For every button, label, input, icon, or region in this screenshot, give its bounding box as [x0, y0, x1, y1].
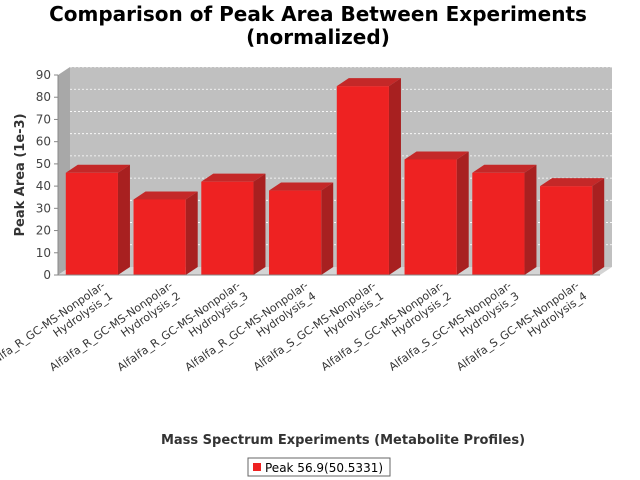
bar-side — [117, 164, 130, 275]
bar-front — [336, 86, 389, 275]
bar — [269, 182, 334, 275]
bar — [133, 191, 198, 275]
y-tick-label: 10 — [36, 246, 51, 260]
bar-top — [472, 164, 537, 173]
bar-front — [65, 172, 118, 275]
y-tick-label: 90 — [36, 68, 51, 82]
bar — [65, 164, 130, 275]
legend: Peak 56.9(50.5331) — [247, 457, 391, 477]
chart-title-line-2: (normalized) — [246, 25, 390, 49]
legend-frame — [247, 457, 391, 477]
bar-front — [472, 172, 525, 275]
chart-title-line-1: Comparison of Peak Area Between Experime… — [49, 2, 587, 26]
bar-top — [269, 182, 334, 191]
bar-side — [321, 182, 334, 275]
y-tick-label: 40 — [36, 179, 51, 193]
y-axis: 0 10 20 30 40 50 60 70 80 90 — [36, 68, 59, 282]
bar — [472, 164, 537, 275]
x-axis: Alfalfa_R_GC-MS-Nonpolar-Hydrolysis_1Alf… — [0, 274, 600, 374]
bar-top — [65, 164, 130, 173]
bar-side — [524, 164, 537, 275]
bar-front — [133, 199, 186, 275]
bar-top — [201, 173, 266, 182]
y-tick-label: 50 — [36, 157, 51, 171]
bar-side — [253, 173, 266, 275]
bar-top — [336, 78, 401, 87]
bar-top — [540, 178, 605, 187]
legend-swatch — [253, 463, 261, 471]
bar-front — [201, 181, 254, 275]
y-tick-label: 20 — [36, 224, 51, 238]
bar-side — [456, 151, 469, 275]
y-tick-label: 80 — [36, 90, 51, 104]
x-axis-label: Mass Spectrum Experiments (Metabolite Pr… — [161, 433, 525, 448]
bar-front — [540, 186, 593, 275]
bar-side — [592, 178, 605, 275]
y-tick-label: 0 — [43, 268, 51, 282]
bar-front — [404, 159, 457, 275]
bar-side — [388, 78, 401, 275]
bar — [336, 78, 401, 275]
bar-top — [133, 191, 198, 200]
bar — [540, 178, 605, 275]
bar-side — [185, 191, 198, 275]
bar — [201, 173, 266, 275]
bar — [404, 151, 469, 275]
bar-top — [404, 151, 469, 160]
y-tick-label: 30 — [36, 201, 51, 215]
y-axis-label: Peak Area (1e-3) — [13, 113, 28, 236]
legend-label: Peak 56.9(50.5331) — [265, 461, 383, 475]
bars — [65, 78, 605, 275]
bar-front — [269, 190, 322, 275]
y-tick-label: 70 — [36, 112, 51, 126]
y-tick-label: 60 — [36, 135, 51, 149]
